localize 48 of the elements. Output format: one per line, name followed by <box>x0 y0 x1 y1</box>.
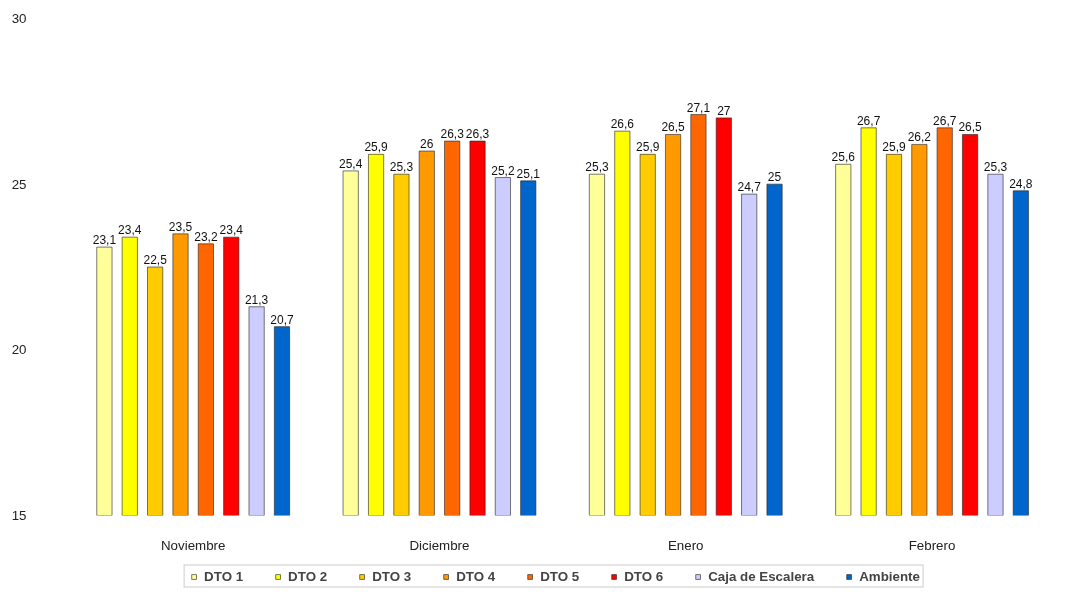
y-tick-label: 30 <box>11 11 27 26</box>
data-label: 25,3 <box>983 160 1008 175</box>
data-label: 25,4 <box>339 156 363 171</box>
data-label: 22,5 <box>143 253 168 267</box>
data-label: 25,9 <box>882 140 906 155</box>
data-label: 26,7 <box>856 113 881 128</box>
data-label: 26 <box>420 137 434 152</box>
data-label: 23,4 <box>118 223 142 238</box>
y-tick-label: 25 <box>11 176 27 192</box>
data-label: 25,3 <box>585 160 609 175</box>
data-label: 25,1 <box>516 166 541 181</box>
legend-label: Ambiente <box>859 568 920 584</box>
data-label: 25,9 <box>364 140 389 155</box>
data-label: 26,5 <box>661 120 686 135</box>
legend-label: DTO 2 <box>288 568 328 584</box>
data-label: 26,2 <box>907 130 932 145</box>
data-label: 23,1 <box>92 233 117 248</box>
data-label: 25 <box>767 170 782 185</box>
data-label: 26,7 <box>933 113 957 128</box>
legend-label: Caja de Escalera <box>708 568 815 584</box>
data-label: 23,2 <box>194 229 218 244</box>
data-label: 26,5 <box>958 120 983 135</box>
x-tick-label: Noviembre <box>160 537 226 553</box>
data-label: 25,3 <box>389 160 414 175</box>
x-tick-label: Enero <box>667 537 704 553</box>
y-tick-label: 15 <box>11 508 27 523</box>
data-label: 20,7 <box>270 312 294 327</box>
data-label: 23,4 <box>219 223 244 238</box>
data-label: 25,6 <box>831 150 856 165</box>
y-tick-label: 20 <box>11 342 27 358</box>
data-label: 26,6 <box>610 117 635 132</box>
legend-label: DTO 5 <box>540 568 580 584</box>
data-label: 26,3 <box>465 127 490 142</box>
legend-label: DTO 3 <box>372 568 412 584</box>
data-label: 21,3 <box>244 292 269 307</box>
legend-label: DTO 6 <box>624 568 664 584</box>
data-label: 27 <box>717 103 731 118</box>
data-label: 24,7 <box>737 180 762 195</box>
data-label: 24,8 <box>1009 176 1033 191</box>
data-label: 23,5 <box>168 219 193 234</box>
data-label: 25,9 <box>636 140 660 155</box>
data-label: 27,1 <box>686 100 711 115</box>
legend-label: DTO 4 <box>456 568 496 584</box>
data-label: 25,2 <box>491 163 515 178</box>
x-tick-label: Febrero <box>908 537 956 553</box>
legend-label: DTO 1 <box>204 568 244 584</box>
x-tick-label: Diciembre <box>409 537 470 553</box>
data-label: 26,3 <box>440 127 465 142</box>
